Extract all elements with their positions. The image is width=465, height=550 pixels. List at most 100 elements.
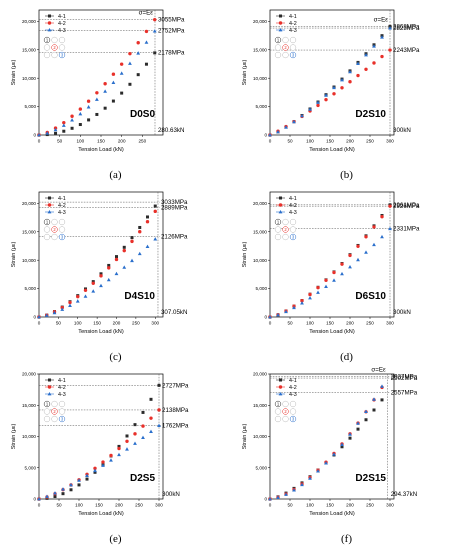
stress-annotation: 2727MPa [162,382,189,389]
y-tick-label: 10,000 [22,434,36,439]
y-tick-label: 5,000 [256,286,268,291]
series-4-2-point [125,439,129,444]
series-4-2-point [340,262,344,266]
y-tick-label: 15,000 [22,229,36,234]
series-4-1-point [138,225,142,229]
series-4-3-point [117,452,121,457]
series-4-2-point [300,298,304,303]
series-4-3-point [364,250,368,254]
x-tick-label: 50 [287,503,293,508]
x-tick-label: 100 [75,503,83,508]
x-tick-label: 100 [306,139,314,144]
series-4-3-point [106,277,111,282]
series-4-2-point [364,67,368,71]
series-4-3-point [340,442,344,447]
series-4-1-point [103,106,107,110]
legend-marker [47,28,52,32]
y-tick-label: 5,000 [25,286,37,291]
panel-b: 0 50 100 150 200 250 300 0 5,000 10,000 15,000 20,0… [234,2,459,182]
x-tick-label: 150 [326,503,334,508]
x-tick-label: 100 [306,321,314,326]
stress-formula-label: σ=Eε [371,367,386,374]
gauge-layout-circle [58,44,66,51]
series-4-1-point [62,129,66,133]
series-4-1-point [70,126,74,130]
x-tick-label: 300 [386,503,394,508]
legend-label: 4-3 [289,210,297,216]
series-4-2-point [332,270,336,275]
legend-label: 4-2 [58,203,66,209]
x-tick-label: 200 [346,503,354,508]
series-4-3-point [380,384,384,388]
gauge-layout-circle [282,415,289,423]
gauge-layout-circle [289,400,297,408]
gauge-layout-circle [51,415,58,423]
panel-e-plot: 0 50 100 150 200 250 300 0 5,000 10,000 15,000 20,0… [11,372,189,517]
legend-label: 4-2 [58,385,66,391]
series-4-1-point [133,423,137,427]
x-tick-label: 150 [95,503,103,508]
gauge-number: 1 [46,220,49,225]
series-4-3-point [372,242,376,247]
series-4-2-point [316,285,320,290]
series-4-3-point [292,119,296,124]
series-4-2-point [136,41,140,45]
series-4-2-point [324,97,328,102]
gauge-layout-circle [43,415,51,423]
gauge-number: 2 [53,227,56,232]
series-4-1-point [69,488,73,492]
series-4-3-point [61,487,65,491]
series-4-3-point [276,495,280,499]
series-4-3-point [70,118,74,122]
series-4-3-point [37,497,41,501]
series-4-3-point [122,265,127,269]
gauge-layout-circle [274,36,282,44]
gauge-layout-circle [43,36,51,44]
x-tick-label: 50 [287,139,293,144]
series-4-2-point [109,453,113,458]
gauge-layout-circle [289,415,297,423]
series-4-3-point [133,441,137,445]
series-4-3-point [75,299,80,303]
series-4-2-point [308,292,312,297]
series-4-3-point [292,488,296,492]
panel-caption: (c) [109,351,122,363]
legend-marker [278,203,283,207]
legend-label: 4-1 [58,196,66,202]
gauge-layout-circle [274,400,282,408]
series-4-2-point [348,80,352,84]
panel-d-plot: 0 50 100 150 200 250 300 0 5,000 10,000 15,000 20,0… [242,191,420,335]
series-4-3-point [141,435,145,439]
legend-marker [279,196,282,200]
stress-annotation: 3055MPa [158,16,185,23]
legend-label: 4-1 [58,14,66,20]
end-load-label: 300kN [393,127,411,134]
series-4-3-point [364,52,368,57]
end-load-label: 300kN [393,309,411,316]
y-tick-label: 10,000 [253,76,267,81]
series-4-3-point [144,40,149,44]
series-4-1-point [85,477,89,481]
series-4-2-point [111,72,116,76]
series-4-2-point [95,91,99,95]
gauge-number: 1 [277,38,280,43]
stress-annotation: 2126MPa [161,233,188,240]
series-4-2-point [122,248,126,253]
series-4-3-point [308,296,312,300]
y-tick-label: 15,000 [253,229,267,234]
legend-label: 4-2 [289,21,297,27]
series-4-1-point [153,204,157,208]
specimen-title: D0S0 [130,109,155,120]
gauge-layout-circle [289,218,297,226]
series-4-3-point [316,290,320,294]
y-tick-label: 10,000 [253,258,267,263]
x-axis-label: Tension Load (kN) [309,329,355,335]
gauge-layout-circle [289,44,297,51]
series-4-1-point [53,495,57,499]
series-4-3-point [372,397,376,401]
gauge-number: 2 [284,45,287,50]
gauge-number: 1 [277,220,280,225]
y-tick-label: 20,000 [253,372,267,377]
series-4-3-point [86,105,91,109]
series-4-3-point [356,61,360,65]
